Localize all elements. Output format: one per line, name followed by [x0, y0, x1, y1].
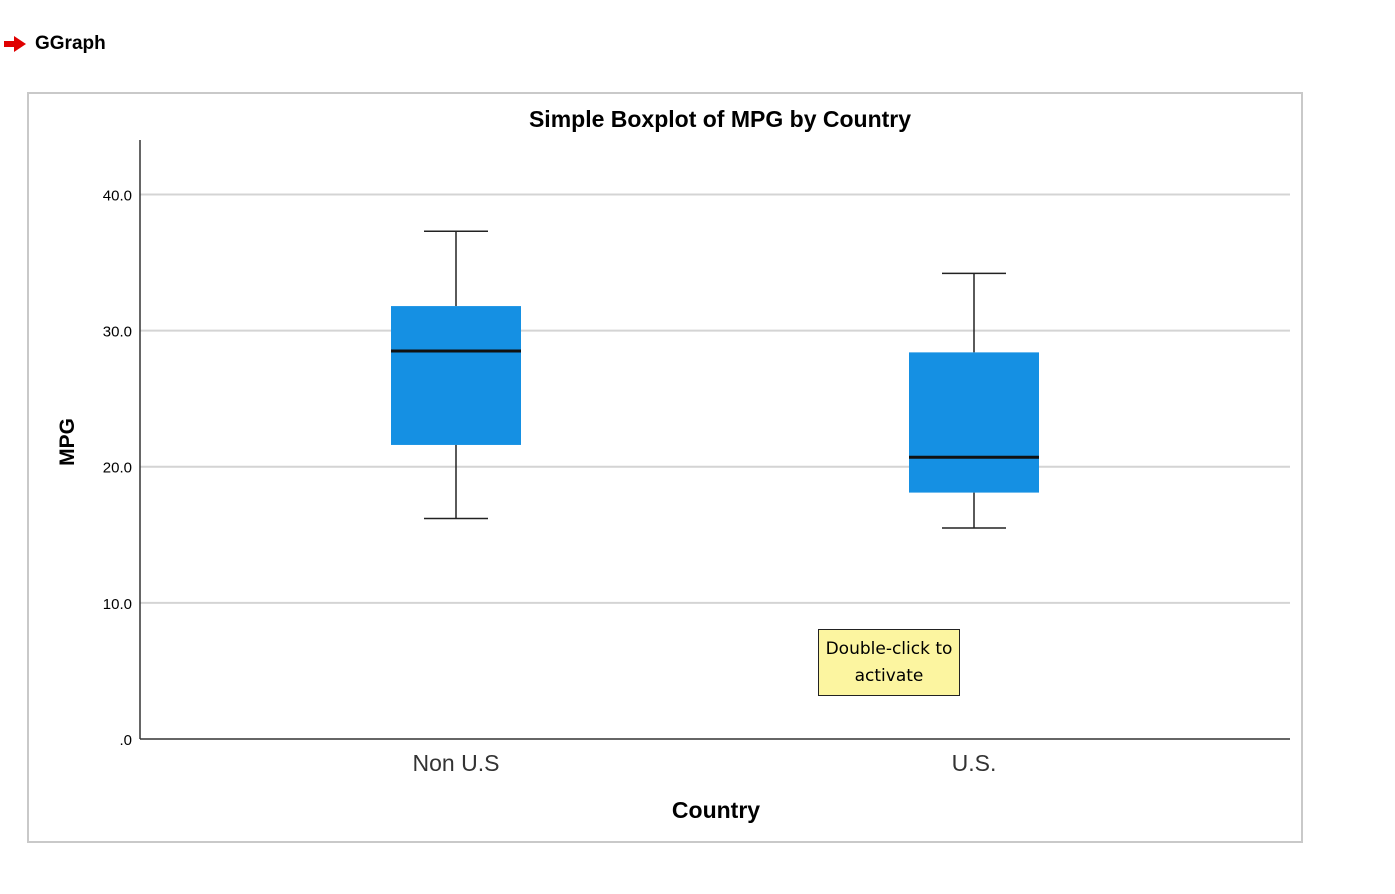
y-tick-label: .0 [119, 732, 132, 749]
x-category-label: U.S. [952, 750, 997, 776]
box-0 [391, 306, 521, 445]
output-title[interactable]: GGraph [35, 33, 106, 54]
chart-title: Simple Boxplot of MPG by Country [528, 106, 912, 132]
x-axis-label: Country [671, 797, 761, 823]
box-1 [909, 352, 1039, 493]
x-category-label: Non U.S [413, 750, 500, 776]
tooltip-text: Double-click to activate [825, 638, 953, 686]
y-tick-label: 40.0 [103, 187, 132, 204]
y-axis-label: MPG [56, 418, 79, 466]
red-arrow-icon[interactable] [4, 36, 26, 52]
output-header: GGraph [4, 32, 106, 56]
y-tick-label: 30.0 [103, 324, 132, 341]
y-tick-label: 10.0 [103, 596, 132, 613]
activate-tooltip[interactable]: Double-click to activate [818, 629, 960, 696]
y-tick-label: 20.0 [103, 460, 132, 477]
